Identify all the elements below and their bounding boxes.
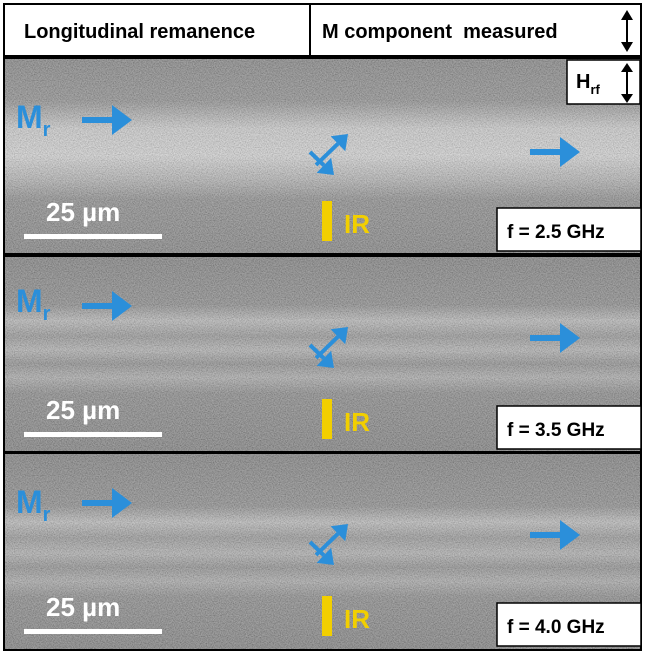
header-left: Longitudinal remanence — [24, 21, 255, 43]
mag-main: M — [16, 99, 43, 135]
image-panel: Mr 25 µm IR f = 3.5 GHz — [4, 256, 641, 452]
frequency-label: f = 3.5 GHz — [507, 420, 605, 441]
mag-sub: r — [43, 504, 51, 526]
image-panel: Mr 25 µm IR f = 2.5 GHz Hrf — [4, 58, 641, 254]
panels: Mr 25 µm IR f = 2.5 GHz Hrf Mr 25 µm IR f = 3.5 … — [4, 58, 641, 650]
ir-bar — [322, 201, 332, 241]
scale-bar-label: 25 µm — [46, 197, 120, 227]
mag-sub: r — [43, 303, 51, 325]
image-panel: Mr 25 µm IR f = 4.0 GHz — [4, 453, 641, 650]
hrf-main: H — [576, 71, 590, 93]
header-right: M component measured — [322, 21, 558, 43]
frequency-label: f = 4.0 GHz — [507, 617, 605, 638]
ir-label: IR — [344, 407, 370, 437]
scale-bar-label: 25 µm — [46, 395, 120, 425]
page: Longitudinal remanence M component measu… — [0, 0, 645, 653]
mag-main: M — [16, 484, 43, 520]
figure: Longitudinal remanence M component measu… — [0, 0, 645, 653]
ir-bar — [322, 596, 332, 636]
hrf-sub: rf — [590, 82, 600, 97]
mag-main: M — [16, 283, 43, 319]
ir-label: IR — [344, 604, 370, 634]
scale-bar — [24, 432, 162, 437]
ir-bar — [322, 399, 332, 439]
ir-label: IR — [344, 209, 370, 239]
scale-bar — [24, 234, 162, 239]
scale-bar — [24, 629, 162, 634]
scale-bar-label: 25 µm — [46, 592, 120, 622]
mag-sub: r — [43, 119, 51, 141]
frequency-label: f = 2.5 GHz — [507, 222, 605, 243]
